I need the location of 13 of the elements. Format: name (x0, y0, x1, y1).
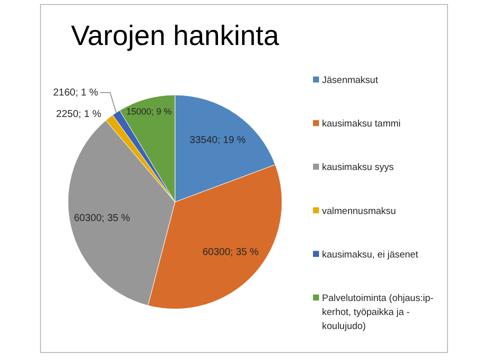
legend-label: kausimaksu, ei jäsenet (322, 248, 418, 260)
legend-label: valmennusmaksu (322, 205, 396, 216)
data-label: 60300; 35 % (74, 213, 130, 224)
data-label: 2160; 1 % (53, 87, 98, 98)
data-label: 2250; 1 % (56, 109, 102, 120)
legend-label: Jäsenmaksut (322, 74, 378, 86)
data-label: 33540; 19 % (190, 135, 246, 146)
chart-title: Varojen hankinta (70, 20, 280, 51)
legend-label: kausimaksu tammi (322, 118, 401, 130)
data-label: 15000; 9 % (126, 106, 172, 117)
legend-label: Palvelutoiminta (ohjaus:ip-kerhot, työpaikka ja -koulujudo) (322, 292, 434, 332)
data-label: 60300; 35 % (202, 246, 259, 258)
legend-label: kausimaksu syys (322, 162, 394, 173)
